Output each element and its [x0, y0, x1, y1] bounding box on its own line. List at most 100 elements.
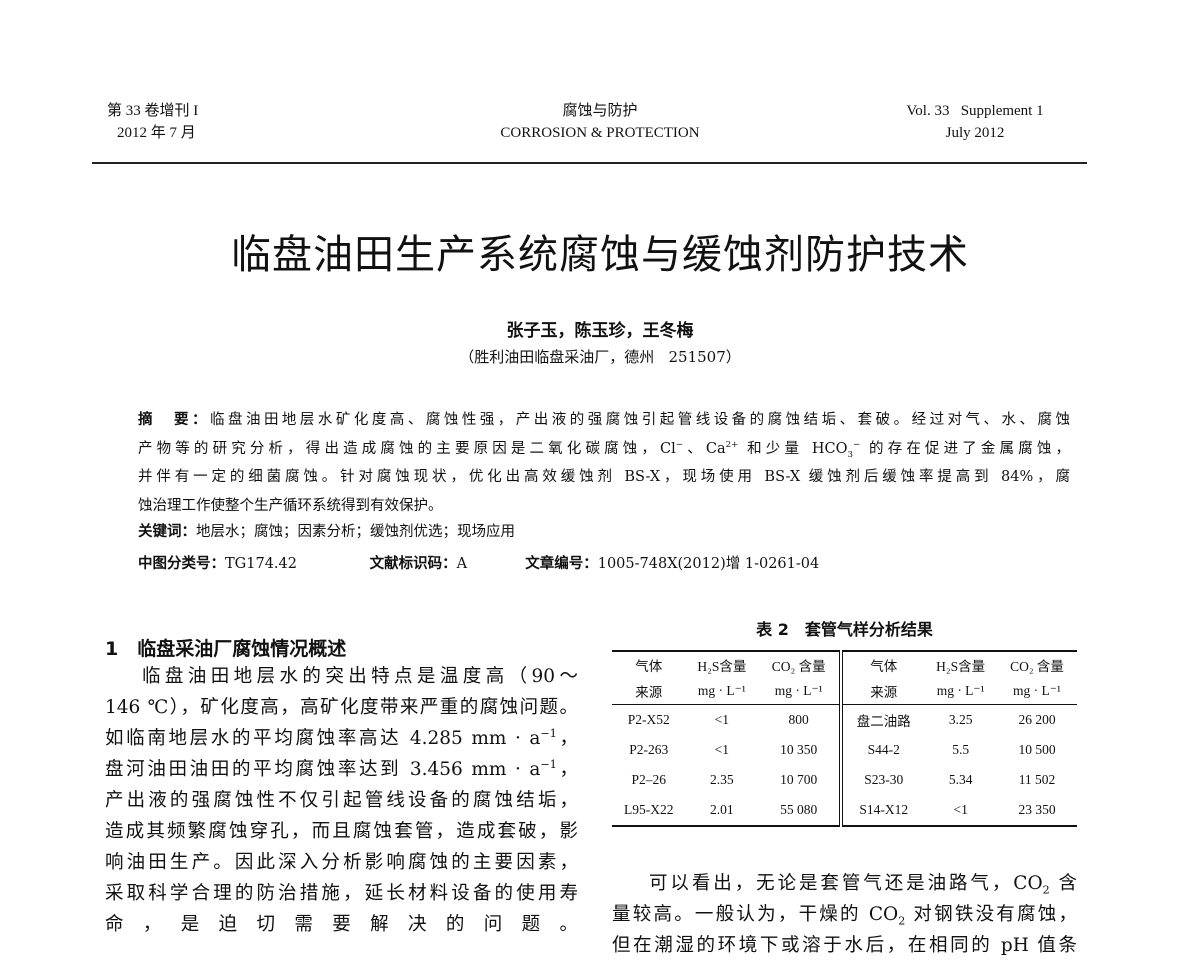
table-cell: 23 350	[1018, 802, 1056, 817]
paper-title: 临盘油田生产系统腐蚀与缓蚀剂防护技术	[231, 232, 969, 278]
table-cell: L95-X22	[624, 802, 674, 817]
article-no-value: 1005-748X(2012)增 1-0261-04	[597, 556, 820, 572]
table-cell: 10 500	[1018, 742, 1056, 757]
text-segment: 响油田生产。因此深入分析影响腐蚀的主要因素，	[105, 852, 578, 873]
keywords: 关键词：地层水；腐蚀；因素分析；缓蚀剂优选；现场应用	[138, 518, 1070, 546]
volume-supplement: Vol. 33 Supplement 1	[906, 103, 1044, 119]
doc-code-value: A	[456, 556, 468, 572]
text-line: 临盘油田地层水的突出特点是温度高（90～	[105, 661, 578, 692]
text-segment: −	[675, 439, 684, 450]
text-line: 命，是迫切需要解决的问题。	[105, 909, 578, 940]
table-cell: 5.5	[952, 742, 970, 757]
table-cell: 3.25	[948, 712, 973, 727]
clc-value: TG174.42	[225, 556, 297, 572]
text-segment: 盘河油田油田的平均腐蚀率达到 3.456 mm · a	[105, 759, 541, 780]
journal-name-cn: 腐蚀与防护	[562, 103, 638, 119]
text-segment: 蚀治理工作使整个生产循环系统得到有效保护。	[138, 497, 443, 514]
text-segment: 如临南地层水的平均腐蚀率高达 4.285 mm · a	[105, 728, 541, 749]
table-cell: 55 080	[780, 802, 818, 817]
text-segment: 和少量 HCO	[738, 440, 848, 457]
table-cell: 800	[788, 712, 809, 727]
gas-analysis-table: 气体 H₂S含量 CO₂ 含量 气体 H₂S含量 CO₂ 含量 来源 mg · L⁻¹ mg …	[612, 650, 1077, 827]
text-segment: 造成其频繁腐蚀穿孔，而且腐蚀套管，造成套破，影	[105, 821, 578, 842]
table-cell: 10 700	[780, 772, 818, 787]
text-segment: 2+	[725, 439, 739, 450]
clc-label: 中图分类号：	[138, 556, 225, 572]
table-cell: CO₂ 含量	[771, 659, 826, 674]
text-segment: 对钢铁没有腐蚀，	[905, 904, 1077, 925]
text-segment: −1	[540, 757, 557, 771]
table-cell: H₂S含量	[936, 659, 986, 674]
text-segment: ，	[556, 759, 578, 780]
table-cell: 气体	[635, 659, 663, 674]
journal-name-en: CORROSION & PROTECTION	[500, 125, 700, 141]
text-line: 造成其频繁腐蚀穿孔，而且腐蚀套管，造成套破，影	[105, 816, 578, 847]
text-segment: −	[853, 439, 861, 450]
text-segment: ，	[556, 728, 578, 749]
text-line: 产物等的研究分析，得出造成腐蚀的主要原因是二氧化碳腐蚀，Cl−、Ca2+ 和少量…	[138, 435, 1070, 463]
text-line: 但在潮湿的环境下或溶于水后，在相同的 pH 值条	[612, 930, 1077, 961]
section-heading: 1 临盘采油厂腐蚀情况概述	[105, 638, 347, 660]
doc-code-label: 文献标识码：	[369, 556, 457, 572]
issue-volume: 第 33 卷增刊 I	[107, 103, 199, 119]
text-segment: 2	[898, 914, 906, 928]
table-cell: <1	[714, 742, 730, 757]
text-line: 采取科学合理的防治措施，延长材料设备的使用寿	[105, 878, 578, 909]
text-segment: 临盘油田地层水的突出特点是温度高（90～	[142, 666, 578, 687]
keywords-value: 地层水；腐蚀；因素分析；缓蚀剂优选；现场应用	[196, 524, 515, 540]
text-line: 蚀治理工作使整个生产循环系统得到有效保护。	[138, 492, 1070, 520]
text-segment: 量较高。一般认为，干燥的 CO	[612, 904, 899, 925]
text-segment: 临盘油田地层水矿化度高、腐蚀性强，产出液的强腐蚀引起管线设备的腐蚀结垢、套破。经…	[209, 412, 1071, 428]
table-row: L95-X22 2.01 55 080 S14-X12 <1 23 350	[612, 795, 1077, 826]
table-row: P2–26 2.35 10 700 S23-30 5.34 11 502	[612, 765, 1077, 795]
header-rule	[92, 162, 1087, 164]
text-line: 146 ℃），矿化度高，高矿化度带来严重的腐蚀问题。	[105, 692, 578, 723]
journal-issue-en: Vol. 33 Supplement 1 July 2012	[880, 100, 1070, 144]
table-caption: 表 2 套管气样分析结果	[756, 620, 933, 639]
text-line: 如临南地层水的平均腐蚀率高达 4.285 mm · a−1，	[105, 723, 578, 754]
table-cell: S14-X12	[839, 795, 925, 826]
issue-date: 2012 年 7 月	[117, 125, 196, 141]
text-segment: 含	[1049, 873, 1077, 894]
table-row: P2-X52 <1 800 盘二油路 3.25 26 200	[612, 704, 1077, 735]
text-segment: −1	[540, 726, 557, 740]
table-cell: 盘二油路	[839, 704, 925, 735]
table-header-units-row: 来源 mg · L⁻¹ mg · L⁻¹ 来源 mg · L⁻¹ mg · L⁻¹	[612, 678, 1077, 705]
text-segment: 命，是迫切需要解决的问题。	[105, 914, 578, 935]
table-cell: mg · L⁻¹	[924, 678, 998, 705]
table-cell: 来源	[839, 678, 925, 705]
table-cell: 10 350	[780, 742, 818, 757]
text-segment: 、Ca	[683, 440, 726, 457]
text-line: 可以看出，无论是套管气还是油路气，CO2 含	[612, 868, 1077, 899]
table-cell: 2.35	[710, 772, 734, 787]
classification: 中图分类号：TG174.42 文献标识码：A 文章编号：1005-748X(20…	[138, 550, 1070, 578]
table-cell: 气体	[839, 651, 925, 678]
text-line: 并伴有一定的细菌腐蚀。针对腐蚀现状，优化出高效缓蚀剂 BS-X，现场使用 BS-…	[138, 463, 1070, 491]
table-cell: 26 200	[1018, 712, 1056, 727]
text-segment: 产出液的强腐蚀性不仅引起管线设备的腐蚀结垢，	[105, 790, 578, 811]
table-cell: 来源	[612, 678, 686, 705]
table-cell: H₂S含量	[697, 659, 747, 674]
table-cell: P2–26	[631, 772, 666, 787]
table-cell: P2-X52	[627, 712, 670, 727]
text-line: 量较高。一般认为，干燥的 CO2 对钢铁没有腐蚀，	[612, 899, 1077, 930]
text-segment: 3	[847, 449, 854, 460]
table-row: P2-263 <1 10 350 S44-2 5.5 10 500	[612, 735, 1077, 765]
table-cell: 11 502	[1018, 772, 1056, 787]
text-segment: 采取科学合理的防治措施，延长材料设备的使用寿	[105, 883, 578, 904]
table-cell: mg · L⁻¹	[997, 678, 1077, 705]
text-segment: 并伴有一定的细菌腐蚀。针对腐蚀现状，优化出高效缓蚀剂 BS-X，现场使用 BS-…	[138, 469, 1070, 485]
text-segment: 但在潮湿的环境下或溶于水后，在相同的 pH 值条	[612, 935, 1077, 956]
article-no-label: 文章编号：	[525, 556, 598, 572]
text-segment: 的存在促进了金属腐蚀，	[860, 440, 1070, 457]
journal-issue: 第 33 卷增刊 I 2012 年 7 月	[107, 100, 198, 144]
text-segment: 146 ℃），矿化度高，高矿化度带来严重的腐蚀问题。	[105, 697, 578, 718]
authors: 张子玉，陈玉珍，王冬梅	[506, 321, 694, 341]
table-cell: CO₂ 含量	[1010, 659, 1064, 674]
table-cell: <1	[953, 802, 968, 817]
table-cell: <1	[714, 712, 730, 727]
text-line: 摘 要：临盘油田地层水矿化度高、腐蚀性强，产出液的强腐蚀引起管线设备的腐蚀结垢、…	[138, 406, 1070, 434]
journal-name: 腐蚀与防护 CORROSION & PROTECTION	[400, 100, 800, 144]
table-cell: 5.34	[948, 772, 973, 787]
affiliation: （胜利油田临盘采油厂，德州 251507）	[459, 348, 741, 366]
